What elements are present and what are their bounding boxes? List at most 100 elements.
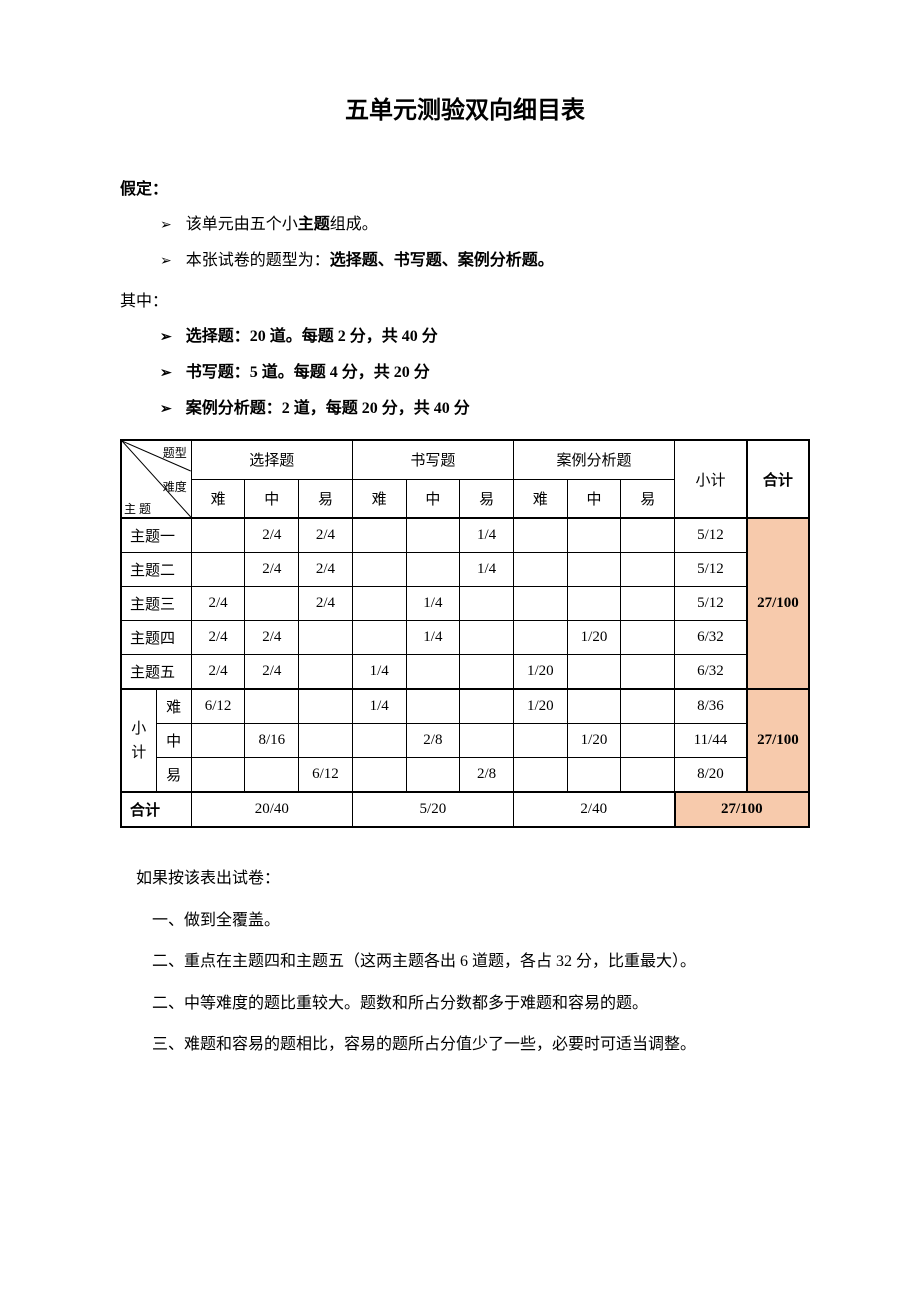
data-cell [406, 553, 460, 587]
data-cell [352, 621, 406, 655]
data-cell [567, 655, 621, 690]
row-subtotal: 5/12 [675, 518, 747, 553]
data-cell [299, 724, 353, 758]
diff-header: 中 [406, 479, 460, 518]
diag-label-mid: 难度 [163, 478, 187, 495]
row-subtotal: 6/32 [675, 621, 747, 655]
footer-cell: 5/20 [352, 792, 513, 827]
row-label: 主题五 [121, 655, 191, 690]
subtotal-diff-label: 易 [156, 758, 191, 793]
data-cell: 2/4 [299, 518, 353, 553]
data-cell [567, 553, 621, 587]
data-cell [621, 621, 675, 655]
row-label: 主题二 [121, 553, 191, 587]
notes-section: 如果按该表出试卷： 一、做到全覆盖。 二、重点在主题四和主题五（这两主题各出 6… [120, 858, 810, 1066]
page-title: 五单元测验双向细目表 [120, 90, 810, 125]
data-cell [513, 758, 567, 793]
data-cell [513, 518, 567, 553]
footer-cell: 2/40 [513, 792, 674, 827]
data-cell: 1/4 [460, 553, 514, 587]
data-cell: 2/4 [299, 587, 353, 621]
data-cell [460, 621, 514, 655]
notes-line: 二、重点在主题四和主题五（这两主题各出 6 道题，各占 32 分，比重最大）。 [120, 941, 810, 983]
data-cell: 1/20 [513, 689, 567, 724]
data-cell: 2/4 [191, 655, 245, 690]
data-cell [567, 689, 621, 724]
data-cell: 2/4 [245, 518, 299, 553]
col-group-header: 案例分析题 [513, 440, 674, 479]
bullet-list-details: 选择题：20 道。每题 2 分，共 40 分 书写题：5 道。每题 4 分，共 … [120, 319, 810, 427]
data-cell [621, 689, 675, 724]
data-cell [621, 724, 675, 758]
row-subtotal: 11/44 [675, 724, 747, 758]
row-subtotal: 6/32 [675, 655, 747, 690]
data-cell [191, 724, 245, 758]
data-cell: 6/12 [299, 758, 353, 793]
data-cell: 8/16 [245, 724, 299, 758]
list-item: 该单元由五个小主题组成。 [160, 207, 810, 243]
bullet-list-top: 该单元由五个小主题组成。 本张试卷的题型为：选择题、书写题、案例分析题。 [120, 207, 810, 279]
data-cell [299, 689, 353, 724]
assume-label: 假定： [120, 175, 810, 199]
data-cell: 6/12 [191, 689, 245, 724]
row-subtotal: 5/12 [675, 553, 747, 587]
data-cell [567, 758, 621, 793]
data-cell [621, 553, 675, 587]
data-cell: 1/20 [513, 655, 567, 690]
data-cell [460, 689, 514, 724]
data-cell: 2/4 [245, 655, 299, 690]
data-cell [567, 587, 621, 621]
data-cell [245, 587, 299, 621]
row-label: 主题一 [121, 518, 191, 553]
data-cell [460, 587, 514, 621]
notes-line: 三、难题和容易的题相比，容易的题所占分值少了一些，必要时可适当调整。 [120, 1024, 810, 1066]
data-cell [191, 518, 245, 553]
data-cell: 1/4 [460, 518, 514, 553]
text-bold: 主题 [298, 216, 330, 233]
footer-label: 合计 [121, 792, 191, 827]
data-cell [352, 758, 406, 793]
data-cell [352, 553, 406, 587]
data-cell: 1/4 [352, 655, 406, 690]
data-cell: 1/4 [352, 689, 406, 724]
text: 本张试卷的题型为： [186, 252, 330, 269]
data-cell [460, 724, 514, 758]
col-group-header: 选择题 [191, 440, 352, 479]
data-cell: 1/4 [406, 621, 460, 655]
diff-header: 易 [460, 479, 514, 518]
text: 组成。 [330, 216, 378, 233]
col-total-header: 合计 [747, 440, 809, 518]
data-cell [352, 518, 406, 553]
data-cell [513, 587, 567, 621]
subtotal-merged-total: 27/100 [747, 689, 809, 792]
row-subtotal: 8/36 [675, 689, 747, 724]
data-cell [621, 518, 675, 553]
diff-header: 难 [191, 479, 245, 518]
diff-header: 难 [352, 479, 406, 518]
spec-table: 题型 难度 主 题 选择题 书写题 案例分析题 小计 合计 难 中 易 难 中 … [120, 439, 810, 828]
row-label: 主题四 [121, 621, 191, 655]
list-item: 书写题：5 道。每题 4 分，共 20 分 [160, 355, 810, 391]
data-cell: 1/4 [406, 587, 460, 621]
row-label: 主题三 [121, 587, 191, 621]
corner-cell: 题型 难度 主 题 [121, 440, 191, 518]
data-cell: 2/8 [406, 724, 460, 758]
data-cell [621, 655, 675, 690]
footer-cell: 20/40 [191, 792, 352, 827]
data-cell [299, 621, 353, 655]
col-group-header: 书写题 [352, 440, 513, 479]
col-subtotal-header: 小计 [675, 440, 747, 518]
data-cell [567, 518, 621, 553]
data-cell: 2/8 [460, 758, 514, 793]
diag-label-bot: 主 题 [124, 503, 151, 515]
data-cell [299, 655, 353, 690]
data-cell [406, 758, 460, 793]
data-cell [460, 655, 514, 690]
data-cell: 1/20 [567, 724, 621, 758]
diff-header: 中 [245, 479, 299, 518]
data-cell: 2/4 [191, 621, 245, 655]
notes-lead: 如果按该表出试卷： [120, 858, 810, 900]
data-cell [406, 655, 460, 690]
data-cell [406, 689, 460, 724]
data-cell [621, 587, 675, 621]
